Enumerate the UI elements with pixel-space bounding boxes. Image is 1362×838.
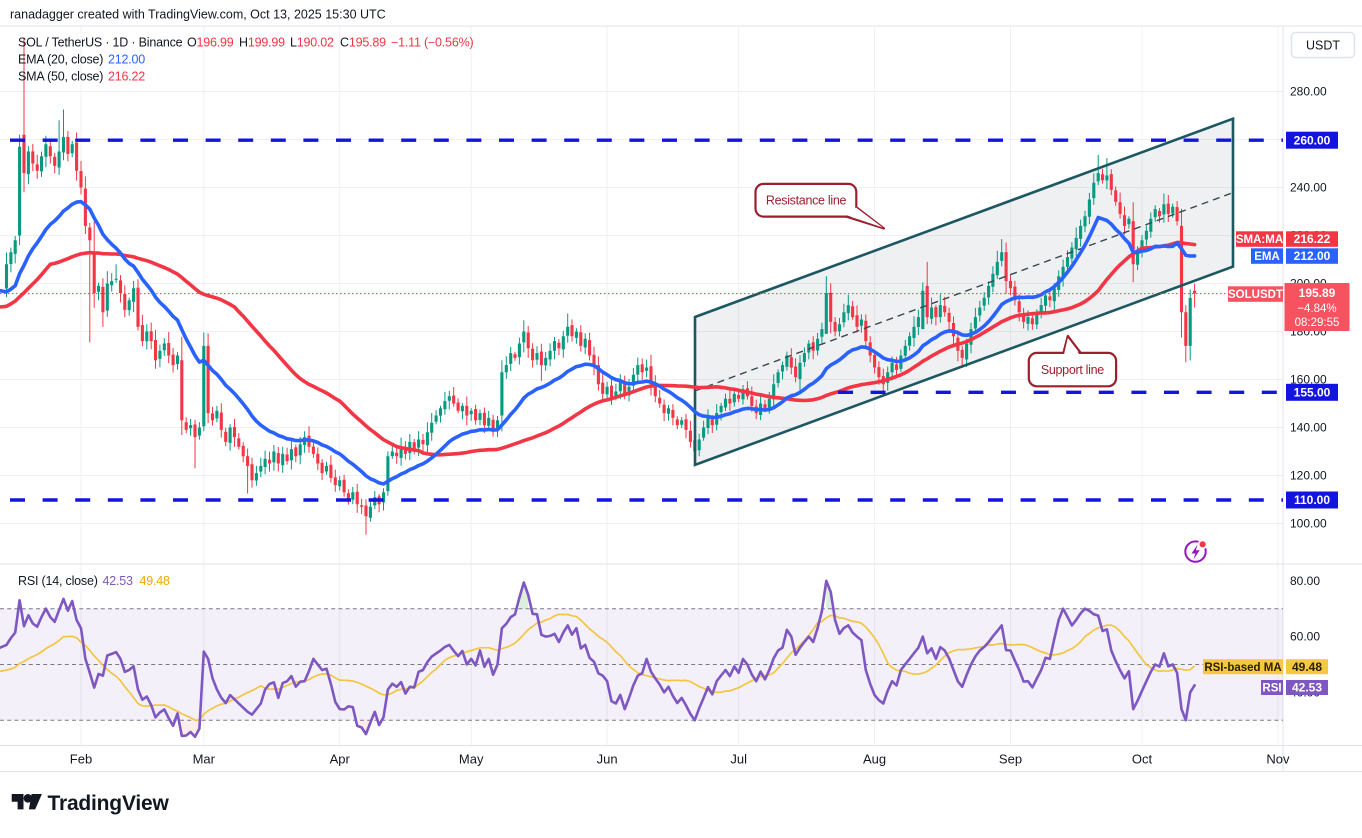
svg-text:RSI: RSI bbox=[1262, 683, 1281, 695]
svg-text:216.22: 216.22 bbox=[1294, 232, 1331, 246]
svg-text:60.00: 60.00 bbox=[1290, 630, 1320, 644]
svg-text:49.48: 49.48 bbox=[1292, 660, 1322, 674]
svg-text:140.00: 140.00 bbox=[1290, 421, 1327, 435]
svg-text:RSI-based MA: RSI-based MA bbox=[1204, 662, 1281, 674]
svg-text:280.00: 280.00 bbox=[1290, 85, 1327, 99]
svg-text:SOLUSDT: SOLUSDT bbox=[1228, 289, 1283, 301]
svg-text:Aug: Aug bbox=[863, 752, 886, 767]
svg-text:ranadagger created with Tradin: ranadagger created with TradingView.com,… bbox=[10, 8, 386, 22]
svg-text:Oct: Oct bbox=[1132, 752, 1153, 767]
svg-text:RSI (14, close) 42.53 49.48: RSI (14, close) 42.53 49.48 bbox=[18, 574, 170, 588]
svg-text:240.00: 240.00 bbox=[1290, 181, 1327, 195]
svg-text:120.00: 120.00 bbox=[1290, 469, 1327, 483]
svg-text:EMA (20, close) 212.00: EMA (20, close) 212.00 bbox=[18, 53, 145, 67]
svg-text:Jun: Jun bbox=[597, 752, 618, 767]
svg-text:Mar: Mar bbox=[193, 752, 216, 767]
svg-text:−1.11 (−0.56%): −1.11 (−0.56%) bbox=[391, 36, 473, 50]
svg-text:Support line: Support line bbox=[1041, 363, 1104, 377]
svg-text:−4.84%: −4.84% bbox=[1297, 303, 1336, 315]
svg-text:Apr: Apr bbox=[330, 752, 351, 767]
svg-text:260.00: 260.00 bbox=[1294, 133, 1331, 147]
svg-text:155.00: 155.00 bbox=[1294, 386, 1331, 400]
svg-text:EMA: EMA bbox=[1254, 251, 1280, 263]
svg-text:TradingView: TradingView bbox=[48, 792, 170, 815]
svg-text:195.89: 195.89 bbox=[1299, 286, 1336, 300]
svg-text:C195.89: C195.89 bbox=[340, 36, 386, 50]
svg-text:Sep: Sep bbox=[999, 752, 1022, 767]
svg-text:Jul: Jul bbox=[730, 752, 747, 767]
svg-text:42.53: 42.53 bbox=[1292, 681, 1322, 695]
svg-text:USDT: USDT bbox=[1306, 39, 1340, 53]
svg-text:O196.99: O196.99 bbox=[187, 36, 234, 50]
svg-text:Resistance line: Resistance line bbox=[766, 194, 847, 208]
svg-text:100.00: 100.00 bbox=[1290, 517, 1327, 531]
svg-text:08:29:55: 08:29:55 bbox=[1295, 317, 1340, 329]
svg-text:May: May bbox=[459, 752, 484, 767]
svg-text:80.00: 80.00 bbox=[1290, 574, 1320, 588]
svg-text:Nov: Nov bbox=[1266, 752, 1290, 767]
svg-text:160.00: 160.00 bbox=[1290, 373, 1327, 387]
svg-text:110.00: 110.00 bbox=[1294, 493, 1330, 507]
svg-text:212.00: 212.00 bbox=[1294, 249, 1331, 263]
svg-text:L190.02: L190.02 bbox=[290, 36, 334, 50]
svg-text:SOL / TetherUS · 1D · Binance: SOL / TetherUS · 1D · Binance bbox=[18, 36, 183, 50]
svg-text:SMA (50, close) 216.22: SMA (50, close) 216.22 bbox=[18, 70, 145, 84]
svg-text:Feb: Feb bbox=[70, 752, 92, 767]
svg-text:SMA:MA: SMA:MA bbox=[1236, 234, 1283, 246]
svg-text:H199.99: H199.99 bbox=[239, 36, 285, 50]
